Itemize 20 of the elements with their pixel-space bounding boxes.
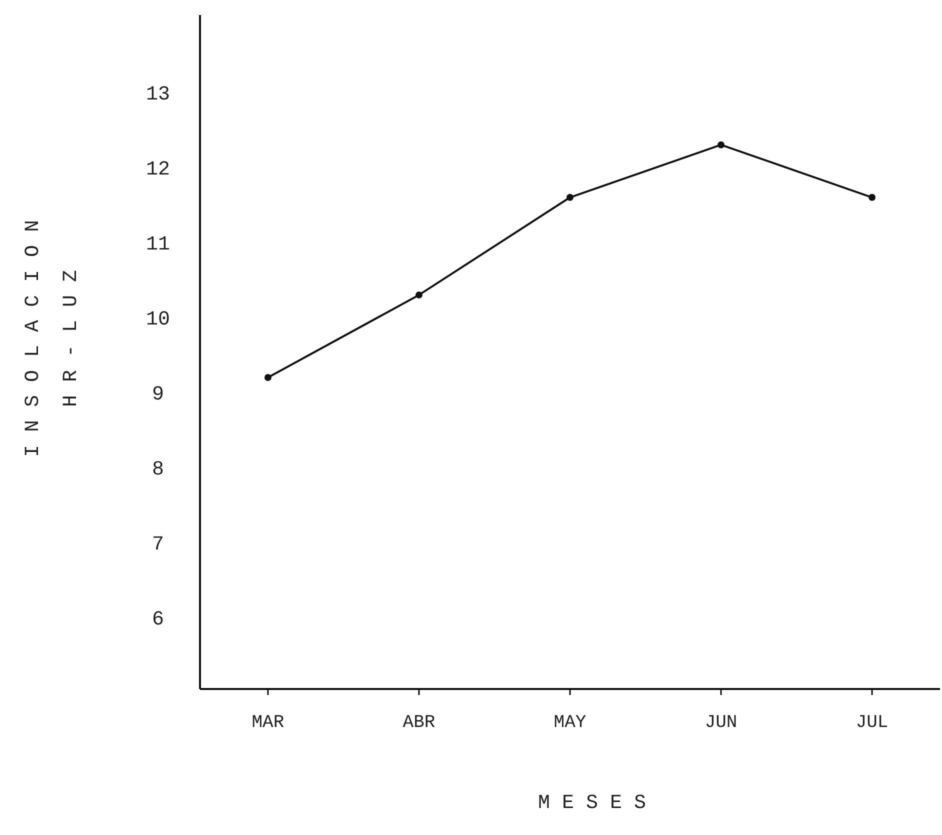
x-axis-title: MESES <box>538 792 658 815</box>
x-tick-label: ABR <box>402 713 436 733</box>
x-tick-label: JUL <box>856 713 888 733</box>
point <box>566 194 574 201</box>
y-tick-label: 12 <box>146 158 170 182</box>
x-tick-label: MAY <box>554 713 586 733</box>
point <box>718 141 725 148</box>
y-tick-label: 11 <box>146 233 170 256</box>
y-tick-label: 13 <box>146 83 170 106</box>
y-tick-label: 8 <box>152 458 164 482</box>
x-tick-label: MAR <box>252 713 284 733</box>
y-axis-title: INSOLACION HR-LUZ <box>22 206 83 458</box>
point <box>415 291 422 298</box>
y-tick-label: 6 <box>152 608 164 632</box>
y-tick-label: 9 <box>152 384 164 407</box>
y-tick-label: 7 <box>152 534 164 557</box>
point <box>264 374 272 382</box>
x-tick-label: JUN <box>704 713 738 733</box>
point <box>868 194 876 201</box>
y-tick-label: 10 <box>146 308 170 332</box>
